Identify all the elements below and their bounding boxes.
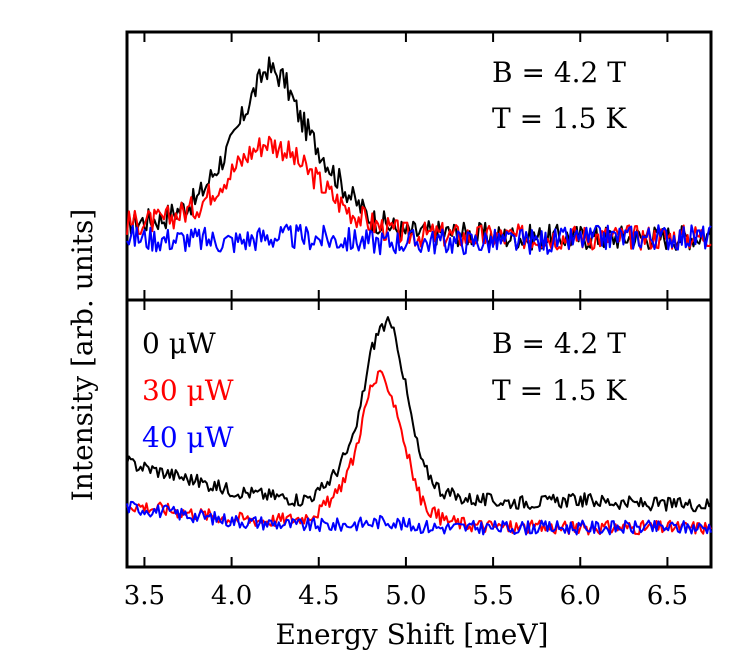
x-tick-label: 5.5 <box>472 581 513 611</box>
bottom-annotation-field: B = 4.2 T <box>492 327 626 360</box>
top-annotation-field: B = 4.2 T <box>492 56 626 89</box>
bottom-series-2 <box>126 500 712 536</box>
y-axis-label: Intensity [arb. units] <box>66 209 99 502</box>
top-annotation-temperature: T = 1.5 K <box>492 102 627 135</box>
bottom-panel-frame <box>125 298 713 569</box>
top-series-2 <box>126 223 712 256</box>
x-tick-label: 3.5 <box>124 581 165 611</box>
top-panel-series <box>126 56 712 256</box>
x-tick-label: 4.5 <box>298 581 339 611</box>
x-tick-label: 4.0 <box>211 581 252 611</box>
legend-0uW: 0 μW <box>142 327 216 360</box>
x-tick-label: 5.0 <box>385 581 426 611</box>
bottom-series-0 <box>126 316 712 513</box>
x-axis-label: Energy Shift [meV] <box>276 618 549 651</box>
x-tick-label: 6.5 <box>647 581 688 611</box>
legend-30uW: 30 μW <box>142 374 234 407</box>
top-series-0 <box>126 56 712 251</box>
x-tick-label: 6.0 <box>560 581 601 611</box>
legend-40uW: 40 μW <box>142 421 234 454</box>
bottom-annotation-temperature: T = 1.5 K <box>492 374 627 407</box>
x-ticks: 3.5 4.0 4.5 5.0 5.5 6.0 6.5 <box>124 32 688 611</box>
bottom-panel-series <box>126 316 712 536</box>
